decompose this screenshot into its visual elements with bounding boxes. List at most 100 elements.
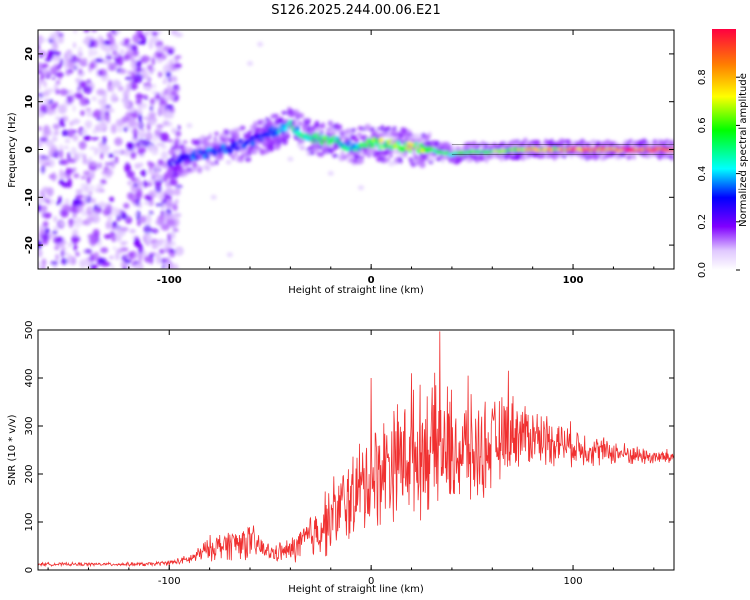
spectrogram-noise-cell [99, 258, 106, 264]
spectrogram-noise-cell [47, 142, 54, 147]
spectrogram-halo-cell [392, 126, 397, 131]
spectrogram-noise-cell [105, 221, 112, 230]
spectrogram-noise-cell [174, 137, 180, 146]
spectrogram-noise-cell [153, 180, 162, 186]
spectrogram-noise-cell [110, 84, 114, 93]
spectrogram-noise-cell [111, 221, 118, 228]
spectrogram-noise-cell [107, 82, 111, 92]
spectrogram-noise-cell [44, 58, 52, 62]
spectrogram-noise-cell [177, 125, 181, 130]
spectrogram-noise-cell [38, 70, 44, 74]
y-tick-label: 500 [24, 320, 35, 339]
spectrogram-noise-cell [98, 162, 103, 169]
spectrogram-noise-cell [151, 90, 159, 95]
colorbar-tick-label: 0.8 [697, 69, 708, 85]
spectrogram-noise-cell [79, 220, 84, 226]
spectrogram-noise-cell [132, 33, 140, 44]
spectrogram-halo-cell [385, 126, 392, 131]
spectrogram-noise-cell [67, 151, 71, 161]
spectrogram-noise-cell [97, 69, 103, 77]
spectrogram-halo-cell [189, 147, 193, 152]
spectrogram-y-ticks: -20 -10 0 10 20 [24, 47, 674, 254]
spectrogram-noise-cell [61, 129, 69, 137]
spectrogram-noise-cell [48, 233, 57, 238]
spectrogram-noise-cell [175, 198, 179, 204]
spectrogram-noise-cell [39, 38, 49, 42]
spectrogram-noise-cell [115, 30, 121, 34]
spectrogram-halo-cell [356, 132, 362, 137]
spectrogram-noise-cell [49, 110, 58, 115]
spectrogram-noise-cell [103, 234, 113, 239]
spectrogram-noise-cell [157, 239, 165, 243]
spectrogram-noise-cell [135, 99, 143, 105]
spectrogram-noise-cell [138, 202, 142, 209]
y-tick-label: 300 [24, 416, 35, 435]
spectrogram-noise-cell [131, 50, 140, 58]
x-tick-label: 0 [368, 576, 374, 587]
spectrogram-noise-cell [110, 93, 117, 103]
spectrogram-noise-cell [104, 162, 114, 166]
spectrogram-noise-cell [358, 185, 364, 191]
y-tick-label: 20 [24, 47, 35, 61]
spectrogram-noise-cell [143, 55, 151, 62]
spectrogram-noise-cell [287, 156, 294, 162]
spectrogram-halo-cell [234, 132, 240, 139]
spectrogram-noise-cell [146, 214, 152, 225]
spectrogram-noise-cell [69, 121, 74, 127]
spectrogram-noise-cell [139, 215, 147, 224]
spectrogram-noise-cell [72, 105, 76, 112]
spectrogram-halo-cell [331, 130, 337, 136]
spectrogram-noise-cell [143, 179, 147, 189]
spectrogram-ridge-cell [249, 135, 254, 141]
spectrogram-noise-cell [78, 140, 87, 150]
spectrogram-noise-cell [138, 254, 143, 264]
spectrogram-noise-cell [53, 225, 60, 232]
spectrogram-noise-cell [41, 206, 47, 213]
spectrogram-noise-cell [110, 123, 118, 134]
spectrogram-noise-cell [186, 123, 193, 129]
colorbar-tick-label: 0.2 [697, 214, 708, 230]
spectrogram-noise-cell [165, 104, 174, 108]
spectrogram-noise-cell [38, 126, 42, 132]
spectrogram-noise-cell [108, 153, 114, 158]
spectrogram-noise-cell [150, 171, 160, 178]
spectrogram-noise-cell [72, 198, 82, 207]
spectrogram-noise-cell [152, 53, 159, 57]
spectrogram-noise-cell [41, 258, 47, 267]
spectrogram-noise-cell [90, 161, 98, 167]
spectrogram-noise-cell [166, 219, 175, 227]
spectrogram-noise-cell [62, 173, 68, 180]
spectrogram-halo-cell [231, 156, 235, 161]
spectrogram-halo-cell [285, 133, 291, 138]
spectrogram-noise-cell [129, 250, 138, 260]
spectrogram-noise-cell [156, 260, 162, 264]
spectrogram-noise-cell [137, 180, 142, 188]
spectrogram-noise-cell [140, 250, 148, 257]
spectrogram-noise-cell [38, 139, 44, 149]
spectrogram-noise-cell [133, 237, 141, 248]
spectrogram-noise-cell [61, 159, 69, 166]
spectrogram-noise-cell [114, 252, 120, 261]
spectrogram-noise-cell [388, 161, 395, 167]
spectrogram-noise-cell [73, 93, 78, 97]
spectrogram-noise-cell [111, 159, 116, 169]
snr-y-ticks: 0 100 200 300 400 500 [24, 320, 674, 573]
spectrogram-noise-cell [98, 202, 108, 207]
spectrogram-noise-cell [122, 127, 129, 132]
spectrogram-noise-cell [428, 156, 435, 162]
spectrogram-noise-cell [55, 253, 60, 261]
spectrogram-halo-cell [240, 158, 244, 163]
spectrogram-noise-cell [73, 167, 77, 173]
spectrogram-noise-cell [50, 260, 59, 266]
spectrogram-noise-cell [60, 249, 65, 258]
spectrogram-noise-cell [68, 61, 75, 70]
spectrogram-noise-cell [81, 129, 88, 135]
spectrogram-noise-cell [44, 228, 50, 234]
spectrogram-noise-cell [135, 60, 142, 68]
spectrogram-noise-cell [129, 229, 136, 234]
spectrogram-noise-cell [133, 212, 138, 217]
spectrogram-halo-cell [175, 146, 180, 150]
spectrogram-noise-cell [59, 58, 64, 67]
spectrogram-noise-cell [146, 130, 152, 140]
spectrogram-halo-cell [305, 118, 312, 123]
